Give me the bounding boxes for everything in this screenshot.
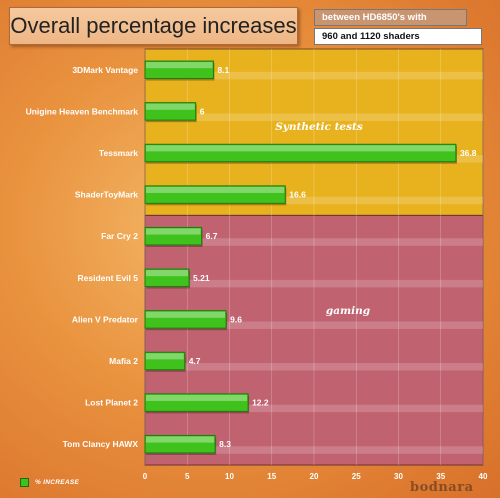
row-band — [145, 238, 483, 246]
legend: % INCREASE — [20, 478, 79, 487]
category-label: Tom Clancy HAWX — [63, 439, 139, 449]
value-label: 8.3 — [219, 439, 231, 449]
x-tick-label: 30 — [394, 472, 403, 481]
bar-highlight — [146, 228, 201, 235]
row-band — [145, 196, 483, 205]
bar-highlight — [146, 186, 285, 193]
x-tick-label: 15 — [267, 472, 276, 481]
value-labels: 8.1 6 36.8 16.6 6.7 5.21 9.6 4.7 12.2 8.3 — [189, 65, 477, 449]
bar-highlight — [146, 103, 195, 110]
row-band — [145, 71, 483, 80]
bar-highlight — [146, 394, 248, 401]
bar — [144, 393, 249, 412]
row-band — [145, 113, 483, 121]
bar — [144, 310, 227, 329]
value-label: 36.8 — [460, 148, 477, 158]
bar — [144, 351, 186, 371]
value-label: 4.7 — [189, 356, 201, 366]
group-annotations: Synthetic tests gaming — [275, 121, 370, 317]
watermark: bodnara — [410, 480, 474, 495]
value-label: 9.6 — [230, 314, 242, 324]
row-band — [145, 446, 483, 454]
bar — [144, 434, 216, 454]
value-label: 16.6 — [289, 190, 306, 200]
value-label: 8.1 — [217, 65, 229, 75]
category-label: Unigine Heaven Benchmark — [26, 106, 139, 116]
x-tick-label: 20 — [310, 472, 319, 481]
bar-highlight — [146, 353, 184, 360]
annotation-synthetic: Synthetic tests — [275, 121, 363, 133]
x-tick-label: 40 — [479, 472, 488, 481]
bars — [144, 60, 457, 455]
bar-highlight — [146, 145, 455, 152]
category-label: Lost Planet 2 — [85, 398, 138, 408]
row-band — [145, 363, 483, 371]
value-label: 6 — [200, 106, 205, 116]
bar — [144, 60, 214, 80]
bar — [144, 226, 203, 246]
bar-highlight — [146, 62, 213, 69]
x-tick-label: 5 — [185, 472, 190, 481]
category-label: Far Cry 2 — [101, 231, 138, 241]
row-band — [145, 321, 483, 329]
subtitle-line-1: between HD6850's with — [314, 9, 467, 26]
bar — [144, 143, 457, 163]
bar — [144, 185, 286, 204]
category-labels: 3DMark Vantage Unigine Heaven Benchmark Te… — [26, 65, 139, 449]
category-label: Alien V Predator — [72, 314, 139, 324]
legend-label: % INCREASE — [35, 479, 80, 486]
annotation-gaming: gaming — [326, 305, 370, 317]
bar — [144, 268, 190, 288]
x-tick-label: 0 — [143, 472, 148, 481]
value-label: 6.7 — [206, 231, 218, 241]
category-label: Resident Evil 5 — [78, 273, 139, 283]
subtitle-line-2: 960 and 1120 shaders — [314, 28, 482, 45]
x-tick-label: 35 — [436, 472, 445, 481]
bar-highlight — [146, 270, 189, 277]
gaming-section-bg — [144, 214, 484, 466]
category-label: Mafia 2 — [109, 356, 138, 366]
value-label: 12.2 — [252, 398, 269, 408]
row-band — [145, 279, 483, 288]
bar-highlight — [146, 436, 215, 443]
category-label: ShaderToyMark — [75, 190, 138, 200]
x-tick-label: 10 — [225, 472, 234, 481]
value-label: 5.21 — [193, 273, 210, 283]
chart-title: Overall percentage increases — [9, 7, 298, 45]
legend-swatch — [20, 478, 29, 487]
bar — [144, 102, 197, 121]
bar-highlight — [146, 311, 226, 318]
category-label: 3DMark Vantage — [72, 65, 138, 75]
category-label: Tessmark — [99, 148, 138, 158]
x-axis-ticks: 0 5 10 15 20 25 30 35 40 — [143, 472, 488, 481]
x-tick-label: 25 — [352, 472, 361, 481]
row-band — [145, 404, 483, 413]
